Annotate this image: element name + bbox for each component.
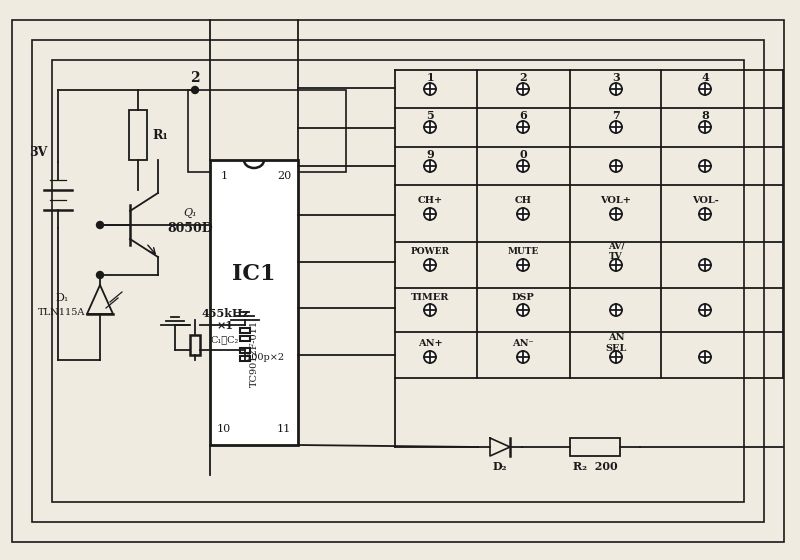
Text: DSP: DSP xyxy=(512,292,534,301)
Text: Q₁: Q₁ xyxy=(183,208,197,218)
Text: 5: 5 xyxy=(426,110,434,120)
Text: CH: CH xyxy=(514,195,531,204)
Circle shape xyxy=(517,160,529,172)
Circle shape xyxy=(610,160,622,172)
Text: D₂: D₂ xyxy=(493,461,507,473)
Circle shape xyxy=(424,208,436,220)
Circle shape xyxy=(424,351,436,363)
Circle shape xyxy=(424,83,436,95)
Text: 4: 4 xyxy=(701,72,709,82)
Text: ×1: ×1 xyxy=(217,320,234,330)
Text: 1: 1 xyxy=(426,72,434,82)
Text: AN
SEL: AN SEL xyxy=(606,333,626,353)
Text: IC1: IC1 xyxy=(232,263,276,285)
Circle shape xyxy=(699,121,711,133)
Circle shape xyxy=(610,304,622,316)
Bar xyxy=(570,438,620,456)
Circle shape xyxy=(424,259,436,271)
Bar xyxy=(240,348,250,353)
Bar xyxy=(240,328,250,333)
Text: 20: 20 xyxy=(277,171,291,181)
Bar xyxy=(188,90,346,172)
Text: 1: 1 xyxy=(221,171,227,181)
Text: AN⁻: AN⁻ xyxy=(512,338,534,348)
Text: 455kHz: 455kHz xyxy=(201,307,249,319)
Text: VOL+: VOL+ xyxy=(601,195,631,204)
Text: 10: 10 xyxy=(217,424,231,434)
Text: 8050D: 8050D xyxy=(167,222,213,235)
Circle shape xyxy=(699,259,711,271)
Circle shape xyxy=(699,208,711,220)
Circle shape xyxy=(610,351,622,363)
Text: 100p×2: 100p×2 xyxy=(246,352,285,362)
Text: 7: 7 xyxy=(612,110,620,120)
Text: 2: 2 xyxy=(519,72,527,82)
Circle shape xyxy=(610,83,622,95)
Text: TLN115A: TLN115A xyxy=(38,307,86,316)
Circle shape xyxy=(97,272,103,278)
Bar xyxy=(240,336,250,341)
Circle shape xyxy=(424,160,436,172)
Circle shape xyxy=(97,222,103,228)
Text: AN+: AN+ xyxy=(418,338,442,348)
Circle shape xyxy=(517,259,529,271)
Circle shape xyxy=(424,121,436,133)
Text: 3: 3 xyxy=(612,72,620,82)
Circle shape xyxy=(699,304,711,316)
Bar xyxy=(32,40,764,522)
Text: TC9012F-011: TC9012F-011 xyxy=(250,320,258,388)
Text: C₁、C₂: C₁、C₂ xyxy=(211,335,239,344)
Text: MUTE: MUTE xyxy=(507,246,538,255)
Circle shape xyxy=(610,208,622,220)
Text: R₂  200: R₂ 200 xyxy=(573,461,618,473)
Bar xyxy=(210,160,298,445)
Text: 6: 6 xyxy=(519,110,527,120)
Circle shape xyxy=(517,351,529,363)
Circle shape xyxy=(610,121,622,133)
Circle shape xyxy=(517,83,529,95)
Bar xyxy=(129,110,147,160)
Circle shape xyxy=(517,208,529,220)
Text: VOL-: VOL- xyxy=(692,195,718,204)
Circle shape xyxy=(517,304,529,316)
Circle shape xyxy=(699,83,711,95)
Circle shape xyxy=(424,304,436,316)
Text: R₁: R₁ xyxy=(152,128,168,142)
Circle shape xyxy=(699,351,711,363)
Text: 8: 8 xyxy=(701,110,709,120)
Text: 2: 2 xyxy=(190,71,200,85)
Text: AV/
TV: AV/ TV xyxy=(608,241,624,261)
Circle shape xyxy=(610,259,622,271)
Text: 11: 11 xyxy=(277,424,291,434)
Text: D₁: D₁ xyxy=(55,293,69,303)
Text: POWER: POWER xyxy=(410,246,450,255)
Text: 0: 0 xyxy=(519,148,527,160)
Circle shape xyxy=(517,121,529,133)
Bar xyxy=(240,356,250,361)
Text: 3V: 3V xyxy=(29,146,47,158)
Circle shape xyxy=(191,86,198,94)
Circle shape xyxy=(699,160,711,172)
Text: CH+: CH+ xyxy=(418,195,442,204)
Bar xyxy=(52,60,744,502)
Text: TIMER: TIMER xyxy=(411,292,449,301)
Text: 9: 9 xyxy=(426,148,434,160)
Bar xyxy=(190,335,200,355)
